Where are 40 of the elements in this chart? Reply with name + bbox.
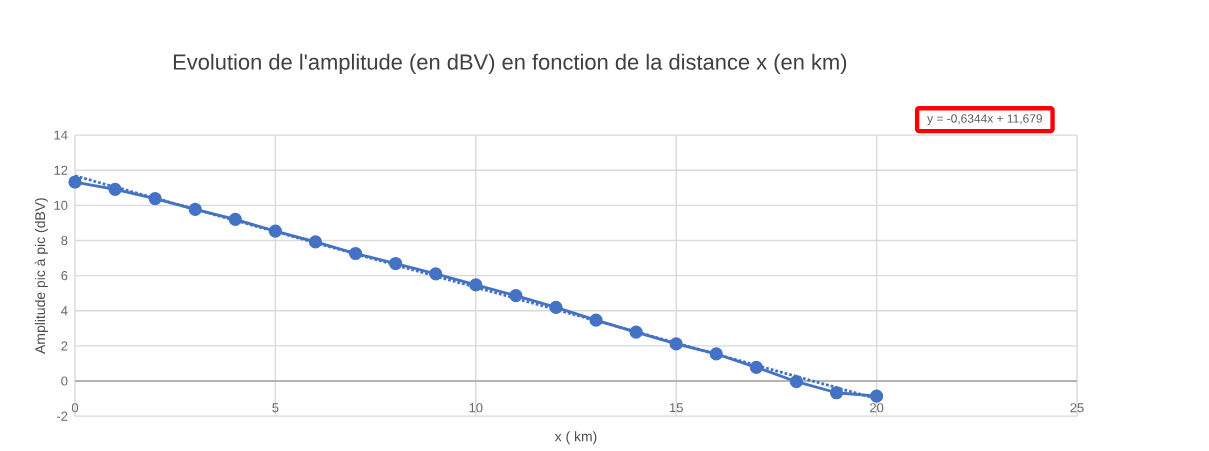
point — [348, 246, 363, 261]
point — [68, 175, 82, 189]
point — [629, 325, 643, 339]
point — [509, 289, 523, 303]
point — [669, 337, 683, 351]
x-tick-label: 25 — [1070, 403, 1084, 413]
text: y = -0,6344x + 11,679 — [927, 114, 1042, 126]
point — [709, 347, 723, 361]
x-tick-label: 10 — [469, 403, 483, 413]
point — [268, 224, 282, 238]
point — [308, 235, 323, 249]
point — [188, 202, 202, 217]
point — [589, 313, 603, 327]
point — [148, 192, 162, 206]
point — [749, 360, 763, 374]
x-tick-label: 15 — [670, 403, 683, 413]
y-tick-label: 8 — [61, 236, 68, 246]
x-tick-label: 20 — [870, 403, 884, 413]
point — [549, 300, 563, 315]
point — [108, 182, 122, 197]
y-tick-label: -2 — [57, 411, 68, 421]
point — [429, 267, 443, 281]
point — [228, 212, 242, 227]
y-tick-label: 6 — [61, 271, 68, 281]
chart-title: Evolution de l'amplitude (en dBV) en fonction de la distance x (en km) — [173, 53, 847, 75]
y-tick-label: 14 — [54, 130, 68, 140]
y-axis-title: Amplitude pic à pic (dBV) — [34, 198, 48, 354]
point — [829, 386, 844, 400]
point — [870, 389, 884, 403]
x-axis-title: x ( km) — [554, 431, 597, 445]
point — [789, 375, 804, 389]
y-tick-label: 0 — [61, 376, 68, 386]
point — [469, 278, 483, 292]
x-tick-label: 0 — [71, 403, 79, 413]
y-tick-label: 12 — [54, 165, 68, 175]
point — [389, 257, 403, 271]
y-tick-label: 2 — [61, 341, 68, 351]
y-tick-label: 4 — [61, 306, 68, 316]
x-tick-label: 5 — [272, 403, 279, 413]
y-tick-label: 10 — [54, 200, 68, 211]
